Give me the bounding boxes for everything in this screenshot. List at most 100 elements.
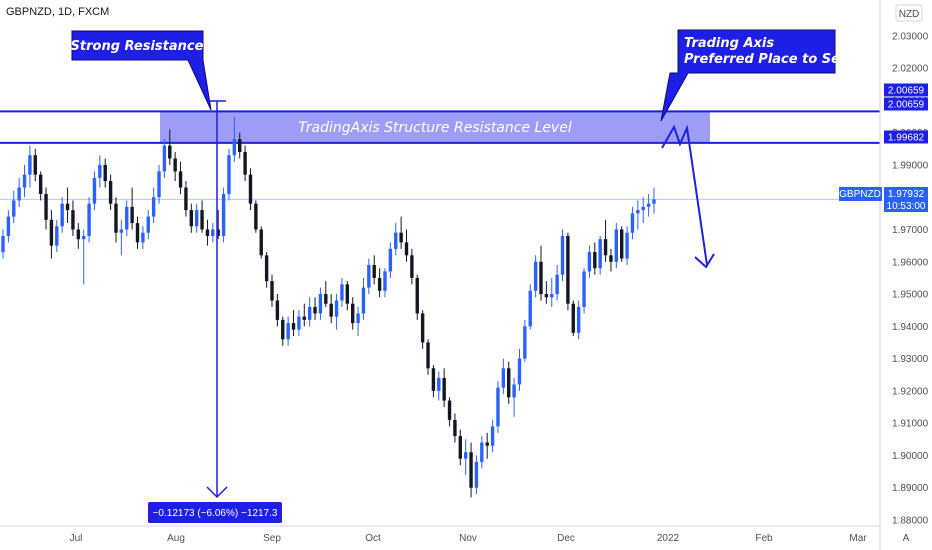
candle-body — [291, 323, 296, 330]
candle-body — [587, 252, 592, 272]
candle-body — [598, 239, 602, 269]
candle-body — [377, 277, 382, 291]
measure-arrowhead — [206, 486, 228, 499]
candle-body — [38, 174, 43, 194]
candle-body — [340, 284, 344, 301]
candle-body — [302, 316, 306, 320]
price-tick-label: 2.02000 — [892, 64, 929, 75]
price-tag-label: 1.99682 — [888, 133, 925, 144]
candle-body — [270, 281, 274, 301]
candle-body — [178, 171, 183, 188]
candle-body — [146, 216, 150, 233]
candle-body — [474, 461, 479, 488]
candle-body — [646, 203, 651, 207]
candle-body — [544, 294, 549, 298]
price-tick-label: 1.91000 — [892, 419, 929, 430]
candle-body — [324, 294, 328, 304]
price-tick-label: 1.88000 — [892, 516, 929, 527]
chart-title: GBPNZD, 1D, FXCM — [6, 6, 110, 18]
currency-badge[interactable] — [895, 4, 923, 22]
callout-sell-line-1: Trading Axis — [684, 36, 774, 51]
candle-body — [496, 387, 500, 427]
candle-body — [603, 239, 608, 256]
candle-body — [566, 235, 570, 304]
candle-body — [367, 265, 371, 288]
candle-body — [641, 206, 645, 211]
auto-scale-button: A — [903, 533, 910, 544]
candle-body — [232, 139, 237, 156]
candle-body — [630, 213, 635, 233]
candle-body — [65, 203, 70, 211]
candle-body — [490, 426, 495, 446]
price-tick-label: 1.99000 — [892, 160, 929, 171]
candle-body — [555, 274, 559, 295]
resistance-zone-layer: TradingAxis Structure Resistance Level — [0, 110, 880, 144]
candle-body — [442, 377, 446, 401]
candle-body — [162, 145, 167, 172]
candle-body — [463, 452, 468, 459]
candle-body — [458, 436, 462, 459]
time-axis[interactable]: Jul Aug Sep Oct Nov Dec 2022 Feb Mar A — [0, 525, 910, 544]
candle-body — [334, 300, 339, 317]
candle-body — [173, 158, 177, 172]
candle-body — [103, 164, 107, 182]
candle-body — [571, 303, 575, 333]
candle-body — [318, 294, 323, 314]
price-tag — [884, 97, 928, 111]
time-tick-label: Aug — [167, 533, 185, 544]
candle-body — [453, 419, 457, 437]
candle-body — [415, 277, 419, 314]
candle-body — [404, 242, 409, 256]
candle-body — [33, 155, 37, 175]
price-tick-label: 1.90000 — [892, 451, 929, 462]
candle-body — [560, 235, 565, 275]
candle-body — [582, 271, 586, 307]
candle-body — [28, 155, 32, 175]
candle-body — [227, 155, 231, 194]
candle-body — [157, 171, 161, 198]
candle-body — [6, 216, 11, 236]
candle-body — [200, 210, 204, 230]
candle-body — [576, 306, 581, 333]
candle-body — [426, 342, 430, 369]
candle-body — [485, 442, 489, 446]
candle-body — [550, 294, 554, 298]
candle-body — [281, 319, 285, 340]
candle-body — [82, 235, 86, 240]
candle-body — [480, 442, 484, 462]
time-tick-label: Mar — [849, 533, 867, 544]
price-tick-label: 1.95000 — [892, 290, 929, 301]
candle-body — [609, 255, 613, 262]
candle-body — [372, 265, 376, 278]
price-tick-label: 1.96000 — [892, 257, 929, 268]
candle-body — [620, 229, 624, 259]
candle-body — [108, 181, 113, 204]
candle-body — [614, 229, 619, 262]
candle-body — [297, 316, 301, 330]
candle-body — [221, 193, 226, 236]
price-tick-label: 2.03000 — [892, 31, 929, 42]
projection-path — [661, 124, 708, 266]
candle-body — [184, 187, 188, 211]
candle-body — [528, 290, 532, 327]
candle-body — [307, 306, 312, 320]
candle-body — [205, 229, 210, 236]
price-tick-label: 1.94000 — [892, 322, 929, 333]
price-axis[interactable]: NZD2.030002.020002.010002.000001.990001.… — [839, 0, 932, 550]
candle-body — [17, 187, 21, 201]
time-tick-label: 2022 — [657, 533, 680, 544]
price-tag-label: 2.00659 — [888, 86, 925, 97]
candle-body — [141, 232, 145, 243]
price-tag — [884, 130, 928, 144]
candle-body — [356, 313, 360, 324]
price-axis-background — [880, 0, 932, 550]
symbol-tag-label: GBPNZD — [839, 189, 881, 200]
candle-body — [388, 248, 393, 272]
candle-body — [523, 326, 527, 359]
last-price-label: 1.97932 — [888, 189, 925, 200]
candle-body — [593, 252, 597, 269]
callout-sell-line-2: Preferred Place to Sell — [684, 52, 849, 67]
projection-arrowhead — [694, 253, 715, 269]
candle-body — [345, 284, 350, 304]
